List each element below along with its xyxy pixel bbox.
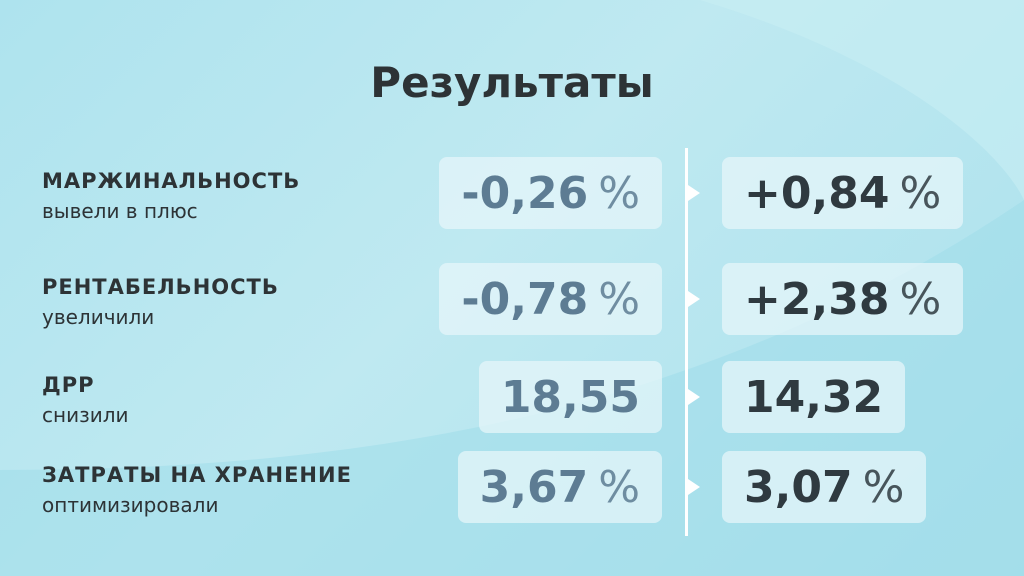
result-row: МАРЖИНАЛЬНОСТЬ вывели в плюс -0,26% +0,84% bbox=[0, 157, 1024, 231]
arrow bbox=[688, 185, 700, 201]
value: 3,07 bbox=[744, 461, 853, 513]
value: 18,55 bbox=[500, 371, 640, 423]
metric-label: РЕНТАБЕЛЬНОСТЬ bbox=[42, 275, 279, 299]
value: +0,84 bbox=[744, 167, 890, 219]
value: -0,78 bbox=[461, 273, 589, 325]
metric-note: вывели в плюс bbox=[42, 199, 198, 223]
value-after: 3,07% bbox=[722, 451, 927, 523]
unit: % bbox=[899, 167, 942, 219]
arrow bbox=[688, 291, 700, 307]
unit: % bbox=[598, 167, 640, 219]
arrow bbox=[688, 479, 700, 495]
metric-note: снизили bbox=[42, 403, 129, 427]
value-after: +0,84% bbox=[722, 157, 964, 229]
value: 3,67 bbox=[479, 461, 589, 513]
result-row: РЕНТАБЕЛЬНОСТЬ увеличили -0,78% +2,38% bbox=[0, 263, 1024, 337]
value: 14,32 bbox=[744, 371, 884, 423]
unit: % bbox=[899, 273, 942, 325]
result-row: ЗАТРАТЫ НА ХРАНЕНИЕ оптимизировали 3,67% 3,… bbox=[0, 451, 1024, 525]
value: +2,38 bbox=[744, 273, 890, 325]
value-before: 18,55 bbox=[478, 361, 662, 433]
value-before: -0,78% bbox=[439, 263, 662, 335]
arrow bbox=[688, 389, 700, 405]
metric-note: увеличили bbox=[42, 305, 155, 329]
metric-label: ДРР bbox=[42, 373, 95, 397]
unit: % bbox=[598, 461, 640, 513]
metric-label: МАРЖИНАЛЬНОСТЬ bbox=[42, 169, 301, 193]
value-after: +2,38% bbox=[722, 263, 964, 335]
value-after: 14,32 bbox=[722, 361, 906, 433]
value-before: -0,26% bbox=[439, 157, 662, 229]
metric-note: оптимизировали bbox=[42, 493, 219, 517]
result-row: ДРР снизили 18,55 14,32 bbox=[0, 361, 1024, 435]
unit: % bbox=[862, 461, 905, 513]
unit: % bbox=[598, 273, 640, 325]
value: -0,26 bbox=[461, 167, 589, 219]
divider bbox=[685, 148, 688, 536]
title: Результаты bbox=[370, 58, 654, 107]
value-before: 3,67% bbox=[457, 451, 662, 523]
metric-label: ЗАТРАТЫ НА ХРАНЕНИЕ bbox=[42, 463, 352, 487]
